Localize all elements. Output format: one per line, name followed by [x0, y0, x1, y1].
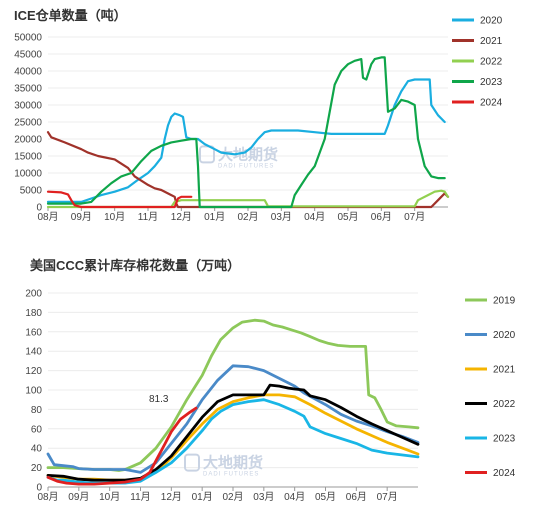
x-tick-label: 09月: [68, 491, 89, 503]
legend-label-2021: 2021: [480, 36, 503, 47]
legend-label-2024: 2024: [493, 468, 516, 479]
x-tick-label: 03月: [253, 491, 274, 503]
legend-label-2023: 2023: [493, 434, 516, 445]
x-tick-label: 08月: [37, 211, 58, 223]
legend-label-2022: 2022: [480, 57, 503, 68]
x-tick-label: 12月: [171, 211, 192, 223]
y-tick-label: 180: [25, 308, 42, 319]
legend-label-2020: 2020: [493, 330, 516, 341]
x-tick-label: 05月: [337, 211, 358, 223]
legend-label-2024: 2024: [480, 98, 503, 109]
x-tick-label: 06月: [346, 491, 367, 503]
watermark-sub: DADI FUTURES: [218, 163, 274, 169]
x-tick-label: 02月: [237, 211, 258, 223]
y-tick-label: 80: [31, 405, 43, 416]
y-tick-label: 40: [31, 444, 43, 455]
y-tick-label: 0: [36, 203, 42, 214]
x-tick-label: 04月: [304, 211, 325, 223]
y-tick-label: 0: [36, 483, 42, 494]
x-tick-label: 11月: [130, 491, 150, 503]
x-tick-label: 09月: [71, 211, 92, 223]
legend-label-2022: 2022: [493, 399, 516, 410]
y-tick-label: 20000: [14, 135, 42, 146]
y-tick-label: 30000: [14, 101, 42, 112]
y-tick-label: 25000: [14, 118, 42, 129]
y-tick-label: 160: [25, 327, 42, 338]
legend-label-2023: 2023: [480, 77, 503, 88]
watermark-name: 大地期货: [203, 454, 263, 472]
y-tick-label: 20: [31, 463, 43, 474]
x-tick-label: 02月: [222, 491, 243, 503]
watermark-logo-icon: [184, 453, 200, 472]
x-tick-label: 01月: [192, 491, 213, 503]
data-label-annotation: 81.3: [149, 394, 169, 405]
x-tick-label: 08月: [37, 491, 58, 503]
y-tick-label: 200: [25, 289, 42, 300]
y-tick-label: 50000: [14, 33, 42, 44]
x-tick-label: 10月: [99, 491, 120, 503]
watermark-sub: DADI FUTURES: [203, 472, 259, 478]
y-tick-label: 40000: [14, 67, 42, 78]
y-tick-label: 10000: [14, 169, 42, 180]
y-tick-label: 35000: [14, 84, 42, 95]
legend-label-2021: 2021: [493, 365, 516, 376]
y-tick-label: 120: [25, 366, 42, 377]
x-tick-label: 01月: [204, 211, 225, 223]
chart-title: ICE仓单数量（吨）: [14, 8, 127, 23]
y-tick-label: 15000: [14, 152, 42, 163]
series-line-2023: [46, 56, 446, 209]
x-tick-label: 03月: [271, 211, 292, 223]
x-tick-label: 07月: [377, 491, 398, 503]
y-tick-label: 45000: [14, 50, 42, 61]
chart-title: 美国CCC累计库存棉花数量（万吨）: [30, 258, 240, 273]
series-line-2022: [46, 383, 420, 482]
x-tick-label: 06月: [371, 211, 392, 223]
series-line-2020: [46, 364, 420, 474]
series-line-2024: [46, 190, 193, 209]
x-tick-label: 11月: [138, 211, 158, 223]
x-tick-label: 10月: [104, 211, 125, 223]
x-tick-label: 04月: [284, 491, 305, 503]
x-tick-label: 12月: [161, 491, 182, 503]
legend-label-2019: 2019: [493, 296, 516, 307]
y-tick-label: 5000: [20, 186, 43, 197]
series-line-2021: [46, 131, 450, 209]
legend-label-2020: 2020: [480, 16, 503, 27]
y-tick-label: 100: [25, 386, 42, 397]
x-tick-label: 05月: [315, 491, 336, 503]
series-line-2024: [46, 406, 198, 486]
y-tick-label: 140: [25, 347, 42, 358]
ccc-cumulative-stock-chart: 美国CCC累计库存棉花数量（万吨） 0 20 40 60 80 100 120 140 160 18…: [25, 258, 515, 503]
ice-warehouse-receipts-chart: ICE仓单数量（吨） 0 5000 10000 15000 20000 25000 30000…: [14, 8, 503, 223]
watermark-name: 大地期货: [218, 145, 278, 163]
series-line-2020: [46, 78, 446, 203]
x-tick-label: 07月: [404, 211, 425, 223]
y-tick-label: 60: [31, 424, 43, 435]
